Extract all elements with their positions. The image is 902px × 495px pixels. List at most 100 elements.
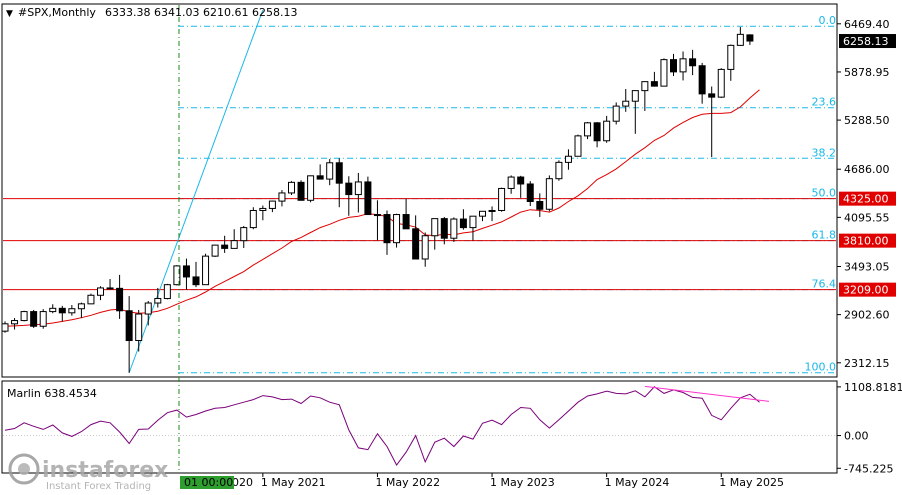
candle-2024-09[interactable] (641, 81, 649, 111)
candle-2025-05[interactable] (717, 68, 725, 98)
candle-2023-02[interactable] (459, 209, 467, 230)
candle-2025-02[interactable] (689, 49, 697, 76)
candle-2025-04[interactable] (708, 86, 716, 158)
marlin-tick-0: 1108.8181 (844, 381, 902, 394)
fib-label-6: 100.0 (805, 361, 837, 374)
candle-body (402, 214, 410, 230)
candle-2021-09[interactable] (297, 180, 305, 201)
fib-label-5: 76.4 (812, 278, 837, 291)
candle-2023-05[interactable] (488, 206, 496, 222)
candle-2021-02[interactable] (230, 229, 238, 249)
candle-body (163, 284, 171, 300)
candle-2025-08[interactable] (746, 34, 754, 45)
candle-body (412, 228, 420, 260)
candle-2019-02[interactable] (1, 321, 9, 333)
candle-2019-03[interactable] (11, 318, 19, 330)
candle-2023-12[interactable] (555, 160, 563, 181)
candle-body (240, 227, 248, 242)
candle-2019-11[interactable] (87, 293, 95, 305)
candle-2021-03[interactable] (240, 225, 248, 248)
candle-2022-03[interactable] (354, 172, 362, 213)
candle-2019-06[interactable] (39, 309, 47, 329)
candle-2024-03[interactable] (584, 122, 592, 140)
candle-2024-01[interactable] (564, 149, 572, 170)
candle-2024-04[interactable] (593, 122, 601, 148)
level-box-0 (839, 191, 896, 206)
candle-2020-06[interactable] (154, 287, 162, 308)
candle-2022-02[interactable] (345, 176, 353, 216)
candlesticks[interactable] (1, 27, 754, 373)
candle-2022-12[interactable] (440, 217, 448, 245)
candle-body (689, 58, 697, 67)
candle-2020-02[interactable] (116, 274, 124, 319)
candle-2020-12[interactable] (211, 244, 219, 257)
candle-2023-11[interactable] (545, 175, 553, 212)
candle-2020-05[interactable] (144, 300, 152, 326)
candle-2020-04[interactable] (135, 309, 143, 352)
candle-2024-02[interactable] (574, 134, 582, 157)
candle-2024-07[interactable] (622, 88, 630, 112)
candle-2022-08[interactable] (402, 198, 410, 230)
candle-2024-05[interactable] (603, 115, 611, 143)
candle-2020-03[interactable] (125, 296, 133, 373)
candle-2023-06[interactable] (498, 187, 506, 212)
candle-2022-09[interactable] (412, 215, 420, 260)
candle-2025-07[interactable] (736, 27, 744, 46)
candle-2019-12[interactable] (97, 286, 104, 301)
candle-2025-03[interactable] (698, 62, 706, 104)
candle-2024-12[interactable] (670, 53, 677, 76)
price-tick-7: 2312.15 (844, 357, 890, 370)
candle-body (622, 100, 630, 107)
candle-2024-08[interactable] (631, 90, 639, 134)
candle-2023-08[interactable] (517, 175, 525, 198)
candle-2024-11[interactable] (660, 58, 668, 87)
candle-2020-01[interactable] (106, 278, 114, 290)
candle-2020-10[interactable] (192, 261, 200, 288)
candle-2019-09[interactable] (68, 305, 76, 316)
candle-2022-05[interactable] (373, 200, 381, 241)
candle-2019-10[interactable] (77, 302, 85, 319)
candle-2025-01[interactable] (679, 51, 687, 81)
candle-2021-08[interactable] (288, 181, 295, 195)
candle-2022-07[interactable] (393, 213, 401, 248)
candle-2020-09[interactable] (182, 258, 190, 290)
candle-body (641, 81, 649, 92)
candle-2023-03[interactable] (469, 215, 477, 241)
candle-2021-10[interactable] (307, 175, 315, 203)
candle-2024-10[interactable] (650, 71, 658, 87)
candle-2023-09[interactable] (526, 181, 534, 206)
candle-2022-04[interactable] (364, 176, 372, 216)
candle-2023-04[interactable] (479, 210, 486, 222)
candle-2019-04[interactable] (20, 310, 28, 322)
candle-2020-07[interactable] (163, 283, 171, 300)
candle-body (631, 90, 639, 102)
divergence-line[interactable] (644, 385, 770, 402)
candle-2023-10[interactable] (536, 193, 544, 217)
candle-2022-11[interactable] (431, 218, 439, 250)
candle-2020-08[interactable] (173, 265, 181, 286)
candle-2022-06[interactable] (383, 210, 391, 255)
candle-2020-11[interactable] (202, 253, 210, 286)
candle-body (1, 323, 9, 332)
candle-2021-01[interactable] (221, 235, 229, 253)
candle-2022-10[interactable] (421, 232, 429, 267)
candle-2019-07[interactable] (49, 304, 57, 314)
candle-2021-07[interactable] (278, 190, 286, 207)
candle-body (182, 265, 190, 278)
candle-2023-07[interactable] (507, 175, 515, 194)
candle-2019-08[interactable] (58, 305, 66, 322)
candle-2023-01[interactable] (450, 217, 458, 242)
candle-body (125, 310, 133, 342)
level-label-1: 3810.00 (843, 235, 889, 248)
candle-2025-06[interactable] (727, 44, 735, 81)
candle-2021-12[interactable] (326, 159, 334, 186)
candle-2021-06[interactable] (268, 200, 276, 213)
candle-2024-06[interactable] (612, 102, 620, 125)
candle-2019-05[interactable] (30, 309, 38, 328)
candle-2022-01[interactable] (335, 158, 343, 208)
candle-body (335, 162, 343, 184)
candle-2021-05[interactable] (259, 205, 267, 221)
candle-body (698, 65, 706, 95)
candle-2021-11[interactable] (316, 164, 324, 180)
candle-2021-04[interactable] (249, 207, 257, 230)
